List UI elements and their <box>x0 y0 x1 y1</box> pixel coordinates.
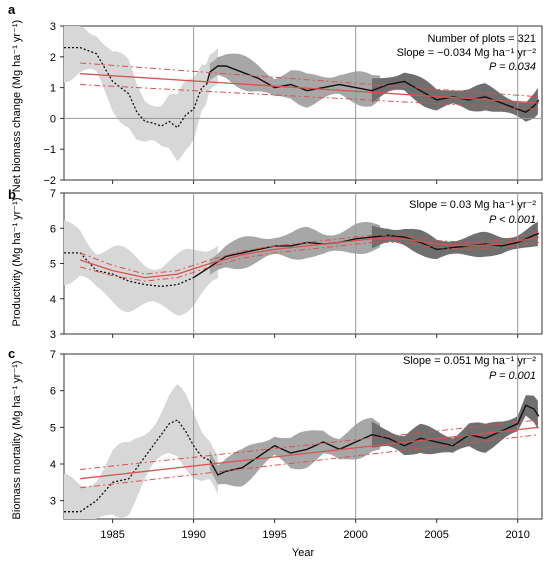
a-series-solid-1 <box>205 65 540 113</box>
panel-c-annotation-1: Slope = 0.051 Mg ha⁻¹ yr⁻² <box>403 355 536 367</box>
panel-b-annotation-2: P < 0.001 <box>489 214 536 226</box>
c-ytick-label-6: 6 <box>50 386 56 398</box>
b-ytick-label-6: 6 <box>50 223 56 235</box>
c-series-trend-2 <box>80 426 539 480</box>
b-band-mid <box>209 222 380 275</box>
panel-c-series <box>64 404 540 513</box>
x-tick-label-1990: 1990 <box>181 529 205 541</box>
panel-b-label: b <box>8 187 16 202</box>
c-band-dark <box>371 395 538 456</box>
panel-b-ylabel: Productivity (Mg ha⁻¹ yr⁻¹) <box>11 198 23 327</box>
c-ytick-label-7: 7 <box>50 349 56 361</box>
a-band-mid <box>209 53 380 108</box>
panel-c-bands <box>64 384 538 519</box>
a-band-light <box>64 26 218 162</box>
b-band-dark <box>371 221 538 260</box>
a-series-trend-2 <box>80 73 539 104</box>
c-band-light <box>64 384 218 519</box>
panel-a-yticks: −2 −1 0 1 2 3 <box>43 21 519 187</box>
panel-a: a −2 −1 0 1 2 3 Net biomass change (Mg ha⁻¹ y… <box>8 2 543 192</box>
panel-c-grid <box>193 354 519 519</box>
b-ytick-label-4: 4 <box>50 294 56 306</box>
panel-b-grid <box>193 193 519 334</box>
panel-a-series <box>64 46 540 129</box>
panel-c: c 3 4 5 6 7 Biomass mortality (Mg ha⁻¹ yr⁻¹)… <box>8 346 543 523</box>
x-tick-label-2010: 2010 <box>505 529 529 541</box>
a-series-ci-3 <box>80 62 539 98</box>
b-ytick-label-3: 3 <box>50 329 56 341</box>
b-ytick-label-5: 5 <box>50 259 56 271</box>
panel-a-annotation-2: Slope = −0.034 Mg ha⁻¹ yr⁻² <box>397 47 537 59</box>
x-tick-label-2005: 2005 <box>424 529 448 541</box>
a-ytick-label--2: −2 <box>43 175 56 187</box>
panel-c-ylabel: Biomass mortality (Mg ha⁻¹ yr⁻¹) <box>11 361 23 520</box>
a-series-ci-4 <box>80 84 539 110</box>
panel-a-ylabel: Net biomass change (Mg ha⁻¹ yr⁻¹) <box>11 20 23 192</box>
panel-a-annotation-3: P = 0.034 <box>489 61 536 73</box>
a-ytick-label-1: 1 <box>50 83 56 95</box>
panel-c-yticks: 3 4 5 6 7 <box>50 349 519 523</box>
a-ytick-label-2: 2 <box>50 52 56 64</box>
c-ytick-label-3: 3 <box>50 496 56 508</box>
panel-b-annotation-1: Slope = 0.03 Mg ha⁻¹ yr⁻² <box>409 199 536 211</box>
b-series-ci-3 <box>80 231 539 275</box>
x-tick-label-2000: 2000 <box>343 529 367 541</box>
panel-c-annotation-2: P = 0.001 <box>489 370 536 382</box>
c-ytick-label-4: 4 <box>50 459 56 471</box>
panel-c-plot-area <box>63 353 543 520</box>
x-tick-label-1995: 1995 <box>262 529 286 541</box>
panel-b-bands <box>64 220 538 316</box>
a-ytick-label-0: 0 <box>50 113 56 125</box>
panel-b-yticks: 3 4 5 6 7 <box>50 188 519 341</box>
panel-b-series <box>64 231 540 288</box>
panel-a-grid <box>64 26 542 180</box>
x-axis-label: Year <box>292 547 315 559</box>
panel-c-label: c <box>8 346 15 361</box>
c-ytick-label-5: 5 <box>50 422 56 434</box>
b-band-light <box>64 220 218 316</box>
b-ytick-label-7: 7 <box>50 188 56 200</box>
a-ytick-label--1: −1 <box>43 144 56 156</box>
a-series-dotted-0 <box>64 46 207 129</box>
x-axis: 1985 1990 1995 2000 2005 2010 <box>100 529 530 541</box>
b-series-dotted-0 <box>64 252 194 288</box>
c-series-dotted-0 <box>64 419 211 513</box>
panel-a-annotation-1: Number of plots = 321 <box>427 33 536 45</box>
panel-b: b 3 4 5 6 7 Productivity (Mg ha⁻¹ yr⁻¹) Slop… <box>8 187 543 341</box>
panel-a-label: a <box>8 2 16 17</box>
x-tick-label-1985: 1985 <box>100 529 124 541</box>
panel-a-plot-area <box>63 25 543 181</box>
a-ytick-label-3: 3 <box>50 21 56 33</box>
b-series-trend-2 <box>79 236 539 279</box>
